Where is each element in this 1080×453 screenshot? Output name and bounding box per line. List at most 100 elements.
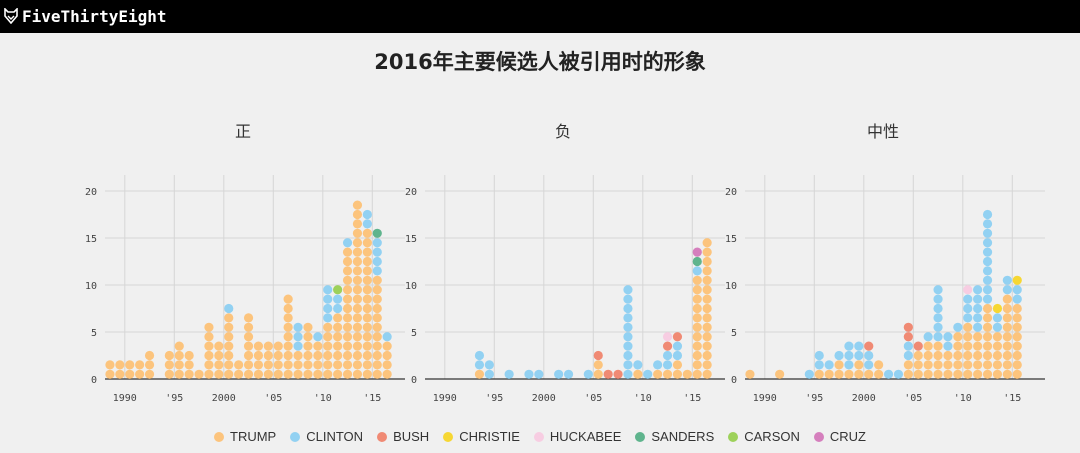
dot-trump (923, 360, 933, 370)
dot-trump (702, 332, 712, 342)
dot-trump (352, 256, 363, 267)
dot-trump (342, 350, 353, 361)
dot-clinton (943, 341, 953, 351)
dot-trump (692, 341, 702, 351)
dot-clinton (824, 360, 834, 370)
dot-trump (973, 360, 983, 370)
dot-trump (323, 369, 333, 379)
dot-trump (702, 266, 712, 276)
dot-clinton (382, 332, 392, 342)
dot-trump (352, 303, 363, 314)
x-tick-label: '95 (165, 393, 183, 404)
dot-trump (352, 266, 363, 276)
dot-clinton (672, 341, 683, 351)
dot-clinton (524, 369, 534, 379)
dot-trump (372, 322, 382, 332)
dot-trump (283, 350, 293, 361)
dot-trump (982, 313, 993, 323)
dot-trump (352, 228, 363, 238)
dot-clinton (933, 332, 943, 342)
dot-clinton (293, 341, 303, 351)
y-tick-label: 5 (411, 328, 417, 339)
dot-trump (702, 341, 712, 351)
dot-trump (224, 350, 234, 361)
dot-trump (933, 341, 943, 351)
dot-trump (953, 341, 963, 351)
chart-panel-positive: 正 0 5 10 15 20 1990 '95 2000 '05 '10 '15 (85, 105, 415, 415)
dot-trump (1002, 313, 1012, 323)
dot-trump (352, 275, 363, 285)
dot-trump (844, 369, 854, 379)
dot-sanders (372, 228, 382, 238)
dot-trump (214, 341, 224, 351)
y-tick-label: 10 (725, 281, 737, 292)
chart-panel-neutral: 中性 0 5 10 15 20 1990 '95 2000 '05 '10 '15 (725, 105, 1055, 415)
dot-trump (1012, 360, 1022, 370)
legend-item-cruz: CRUZ (813, 429, 866, 444)
dot-trump (702, 322, 712, 332)
x-tick-label: 1990 (753, 393, 777, 404)
dot-clinton (623, 313, 633, 323)
dot-clinton (903, 350, 913, 361)
dot-trump (692, 332, 702, 342)
dot-trump (342, 360, 353, 370)
page-title: 2016年主要候选人被引用时的形象 (374, 50, 706, 74)
x-tick-label: '95 (805, 393, 823, 404)
dot-trump (864, 369, 874, 379)
dot-clinton (323, 294, 333, 304)
x-tick-label: '15 (1003, 393, 1021, 404)
dot-trump (702, 294, 712, 304)
dot-trump (963, 360, 973, 370)
dot-trump (362, 275, 372, 285)
dot-trump (144, 369, 155, 379)
dot-trump (702, 360, 712, 370)
dot-trump (692, 275, 702, 285)
dot-trump (333, 313, 343, 323)
dot-trump (982, 332, 993, 342)
dot-trump (702, 350, 712, 361)
dot-trump (382, 350, 392, 361)
dot-trump (125, 369, 135, 379)
chart-neutral: 中性 0 5 10 15 20 1990 '95 2000 '05 '10 '15 (725, 122, 1045, 404)
dot-trump (1012, 313, 1022, 323)
brand[interactable]: FiveThirtyEight (4, 5, 167, 27)
x-tick-label: '95 (485, 393, 503, 404)
dot-trump (362, 369, 372, 379)
dot-trump (323, 332, 333, 342)
dot-trump (303, 322, 313, 332)
legend-swatch (290, 431, 301, 442)
dot-trump (992, 332, 1003, 342)
dot-trump (352, 247, 363, 257)
dot-christie (1012, 275, 1022, 285)
dot-trump (633, 369, 643, 379)
x-tick-label: '15 (363, 393, 381, 404)
x-tick-label: 1990 (113, 393, 137, 404)
dot-trump (362, 322, 372, 332)
dot-trump (382, 369, 392, 379)
dot-trump (204, 360, 214, 370)
dot-bush (913, 341, 923, 351)
dot-clinton (313, 332, 323, 342)
dot-bush (903, 332, 913, 342)
dot-trump (283, 313, 293, 323)
dot-clinton (372, 238, 382, 248)
dot-trump (204, 332, 214, 342)
dot-trump (352, 332, 363, 342)
dot-bush (603, 369, 613, 379)
dot-trump (933, 369, 943, 379)
dot-trump (973, 341, 983, 351)
dot-trump (333, 369, 343, 379)
dot-trump (313, 341, 323, 351)
dot-clinton (982, 275, 993, 285)
y-tick-label: 10 (85, 281, 97, 292)
dot-trump (672, 369, 683, 379)
dot-clinton (982, 228, 993, 238)
dot-clinton (982, 266, 993, 276)
dot-trump (982, 341, 993, 351)
dot-clinton (982, 238, 993, 248)
dot-trump (303, 369, 313, 379)
dot-clinton (504, 369, 514, 379)
dot-clinton (923, 332, 933, 342)
dot-clinton (554, 369, 564, 379)
dot-trump (352, 350, 363, 361)
